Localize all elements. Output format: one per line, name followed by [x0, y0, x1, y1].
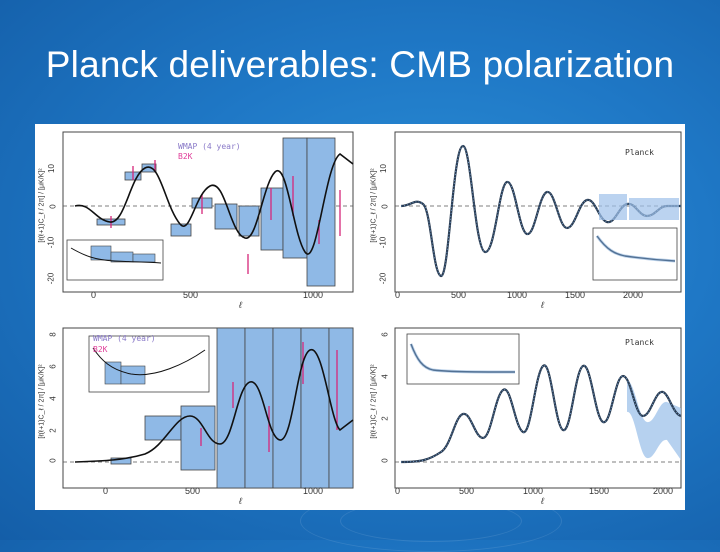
b2k-error-bars	[200, 342, 338, 452]
y-tick: 4	[48, 396, 58, 401]
y-tick: 4	[380, 374, 390, 379]
legend-wmap: WMAP (4 year)	[178, 142, 241, 151]
y-tick: 6	[380, 332, 390, 337]
x-tick: 0	[103, 486, 109, 496]
y-tick: 10	[378, 164, 388, 173]
chart-bottom-left: WMAP (4 year) B2K 0 500 1000 ℓ 0 2 4 6 8…	[35, 320, 355, 510]
x-tick: 500	[183, 290, 199, 300]
legend-b2k: B2K	[93, 345, 108, 354]
y-tick: -10	[378, 236, 388, 249]
inset-frame	[406, 333, 520, 385]
figure: WMAP (4 year) B2K 0 500 1000 ℓ -20 -10 0…	[35, 124, 685, 510]
legend-b2k: B2K	[178, 152, 193, 161]
x-axis-label: ℓ	[239, 300, 242, 310]
y-tick: 2	[48, 428, 58, 433]
legend-wmap: WMAP (4 year)	[93, 334, 156, 343]
chart-top-left: WMAP (4 year) B2K 0 500 1000 ℓ -20 -10 0…	[35, 124, 355, 314]
x-tick: 500	[451, 290, 467, 300]
legend-planck: Planck	[625, 148, 654, 157]
y-tick: -10	[46, 236, 56, 249]
y-axis-label: [ℓ(ℓ+1)C_ℓ / 2π] / [μK/K]²	[38, 168, 46, 243]
y-axis-label: [ℓ(ℓ+1)C_ℓ / 2π] / [μK/K]²	[38, 364, 46, 439]
legend-planck: Planck	[625, 338, 654, 347]
x-tick: 2000	[653, 486, 674, 496]
y-tick: 8	[48, 332, 58, 337]
x-tick: 500	[185, 486, 201, 496]
model-curve	[74, 153, 354, 255]
y-tick: 0	[380, 204, 390, 209]
y-tick: -20	[378, 272, 388, 285]
x-tick: 0	[395, 290, 401, 300]
x-tick: 2000	[623, 290, 644, 300]
x-tick: 500	[459, 486, 475, 496]
x-tick: 1000	[523, 486, 544, 496]
y-tick: 0	[48, 458, 58, 463]
y-tick: 6	[48, 364, 58, 369]
model-curve	[74, 349, 354, 463]
y-tick: 10	[46, 164, 56, 173]
inset-frame	[592, 227, 678, 281]
y-tick: 0	[48, 204, 58, 209]
y-tick: -20	[46, 272, 56, 285]
y-axis-label: [ℓ(ℓ+1)C_ℓ / 2π] / [μK/K]²	[370, 364, 378, 439]
x-tick: 1500	[589, 486, 610, 496]
y-axis-label: [ℓ(ℓ+1)C_ℓ / 2π] / [μK/K]²	[370, 168, 378, 243]
x-tick: 0	[395, 486, 401, 496]
x-axis-label: ℓ	[239, 496, 242, 506]
x-tick: 1000	[303, 486, 324, 496]
chart-top-right: Planck 0 500 1000 1500 2000 ℓ -20 -10 0 …	[367, 124, 685, 314]
b2k-error-bars	[110, 160, 341, 274]
x-tick: 0	[91, 290, 97, 300]
y-tick: 2	[380, 416, 390, 421]
slide-title: Planck deliverables: CMB polarization	[45, 44, 675, 85]
x-axis-label: ℓ	[541, 496, 544, 506]
x-tick: 1000	[507, 290, 528, 300]
y-tick: 0	[380, 458, 390, 463]
x-axis-label: ℓ	[541, 300, 544, 310]
planck-points	[400, 365, 682, 463]
x-tick: 1000	[303, 290, 324, 300]
x-tick: 1500	[565, 290, 586, 300]
chart-bottom-right: Planck 0 500 1000 1500 2000 ℓ 0 2 4 6 [ℓ…	[367, 320, 685, 510]
